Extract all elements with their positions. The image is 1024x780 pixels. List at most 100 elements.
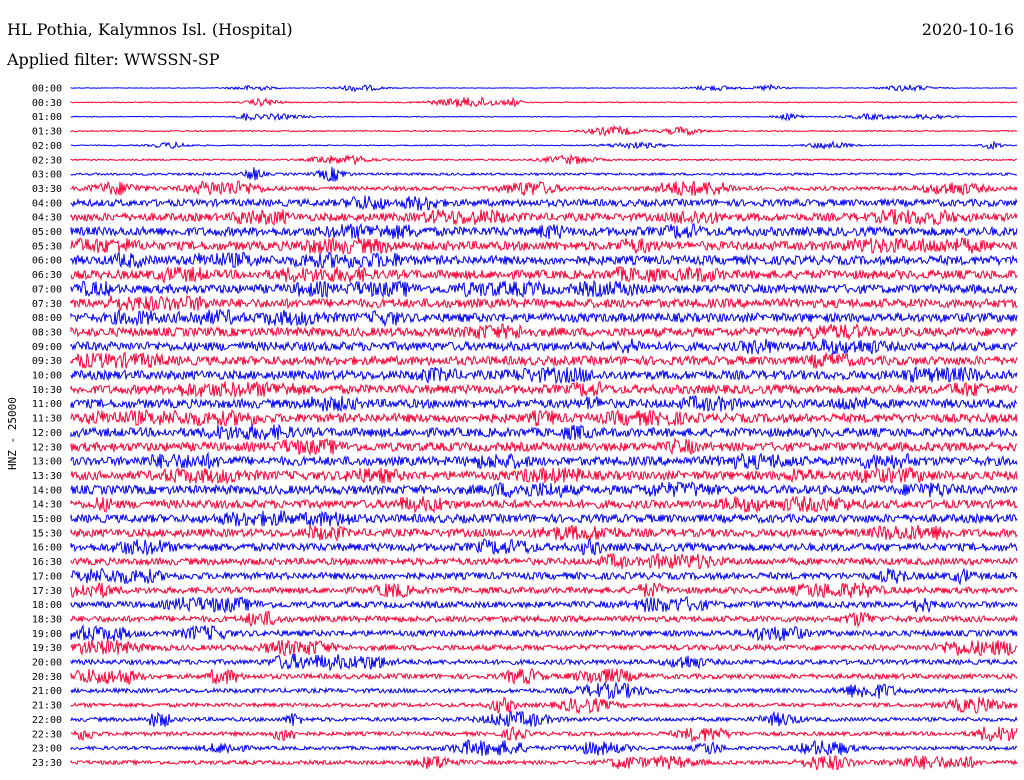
seismic-trace	[70, 638, 1018, 657]
row-time-label: 11:00	[32, 399, 62, 410]
row-time-label: 19:30	[32, 643, 62, 654]
row-time-label: 10:30	[32, 385, 62, 396]
row-time-label: 17:30	[32, 586, 62, 597]
seismic-trace	[70, 451, 1018, 470]
row-time-label: 13:00	[32, 457, 62, 468]
seismic-trace	[70, 294, 1018, 312]
row-time-label: 03:00	[32, 170, 62, 181]
seismic-trace	[70, 395, 1018, 412]
row-time-label: 18:30	[32, 614, 62, 625]
row-time-label: 11:30	[32, 414, 62, 425]
seismic-trace	[70, 322, 1018, 341]
seismic-trace	[70, 524, 1018, 542]
seismic-trace	[70, 153, 1018, 166]
seismic-trace	[70, 140, 1018, 151]
seismic-trace	[70, 739, 1018, 757]
row-time-label: 15:00	[32, 514, 62, 525]
seismic-trace	[70, 538, 1018, 557]
seismic-trace	[70, 408, 1018, 427]
seismic-trace	[70, 437, 1018, 457]
row-time-label: 00:30	[32, 98, 62, 109]
row-time-label: 12:30	[32, 442, 62, 453]
seismic-trace	[70, 510, 1018, 527]
seismic-trace	[70, 308, 1018, 328]
row-time-label: 18:00	[32, 600, 62, 611]
row-time-label: 16:30	[32, 557, 62, 568]
row-time-label: 08:00	[32, 313, 62, 324]
row-time-label: 20:30	[32, 672, 62, 683]
seismic-trace	[70, 180, 1018, 197]
row-time-label: 08:30	[32, 327, 62, 338]
row-time-label: 16:00	[32, 543, 62, 554]
row-time-label: 19:00	[32, 629, 62, 640]
seismic-trace	[70, 567, 1018, 586]
seismic-trace	[70, 338, 1018, 356]
row-time-label: 00:00	[32, 84, 62, 95]
row-time-label: 01:00	[32, 112, 62, 123]
seismic-trace	[70, 222, 1018, 240]
seismic-trace	[70, 83, 1018, 93]
seismic-trace	[70, 366, 1018, 385]
row-time-label: 04:00	[32, 198, 62, 209]
seismic-trace	[70, 480, 1018, 499]
seismic-trace	[70, 495, 1018, 514]
filter-label: Applied filter: WWSSN-SP	[7, 50, 220, 69]
seismic-trace	[70, 124, 1018, 137]
row-time-label: 04:30	[32, 213, 62, 224]
row-time-label: 21:30	[32, 701, 62, 712]
seismic-trace	[70, 624, 1018, 642]
seismic-trace	[70, 265, 1018, 285]
seismic-trace	[70, 653, 1018, 672]
seismic-trace	[70, 236, 1018, 256]
row-time-label: 14:30	[32, 500, 62, 511]
row-time-label: 20:00	[32, 658, 62, 669]
row-time-label: 07:30	[32, 299, 62, 310]
seismic-trace	[70, 423, 1018, 441]
seismic-trace	[70, 680, 1018, 700]
row-time-label: 03:30	[32, 184, 62, 195]
row-time-label: 22:30	[32, 729, 62, 740]
row-time-label: 22:00	[32, 715, 62, 726]
row-time-label: 23:00	[32, 744, 62, 755]
seismic-trace	[70, 250, 1018, 269]
seismic-trace	[70, 466, 1018, 486]
row-time-label: 07:00	[32, 284, 62, 295]
seismic-trace	[70, 351, 1018, 369]
row-time-label: 02:30	[32, 155, 62, 166]
row-time-label: 09:30	[32, 356, 62, 367]
row-time-label: 05:00	[32, 227, 62, 238]
seismic-trace	[70, 595, 1018, 614]
record-date: 2020-10-16	[921, 20, 1014, 39]
row-time-label: 05:30	[32, 241, 62, 252]
row-time-label: 06:30	[32, 270, 62, 281]
seismic-trace	[70, 96, 1018, 108]
seismic-trace	[70, 208, 1018, 227]
seismic-trace	[70, 667, 1018, 686]
seismic-trace	[70, 166, 1018, 182]
row-time-label: 01:30	[32, 127, 62, 138]
row-time-label: 21:00	[32, 686, 62, 697]
row-time-label: 17:00	[32, 571, 62, 582]
seismic-trace	[70, 553, 1018, 570]
seismic-trace	[70, 380, 1018, 399]
seismic-trace	[70, 195, 1018, 211]
row-time-label: 10:00	[32, 371, 62, 382]
row-time-label: 12:00	[32, 428, 62, 439]
seismic-trace	[70, 754, 1018, 771]
seismic-trace	[70, 726, 1018, 743]
seismic-trace	[70, 582, 1018, 599]
row-time-label: 14:00	[32, 485, 62, 496]
seismic-trace	[70, 611, 1018, 629]
seismic-trace	[70, 710, 1018, 728]
seismic-trace	[70, 112, 1018, 122]
row-time-label: 02:00	[32, 141, 62, 152]
station-title: HL Pothia, Kalymnos Isl. (Hospital)	[7, 20, 293, 39]
seismic-trace	[70, 696, 1018, 715]
row-time-label: 06:00	[32, 256, 62, 267]
row-time-label: 15:30	[32, 528, 62, 539]
row-time-label: 13:30	[32, 471, 62, 482]
row-time-label: 23:30	[32, 758, 62, 769]
seismic-trace	[70, 279, 1018, 299]
row-time-label: 09:00	[32, 342, 62, 353]
